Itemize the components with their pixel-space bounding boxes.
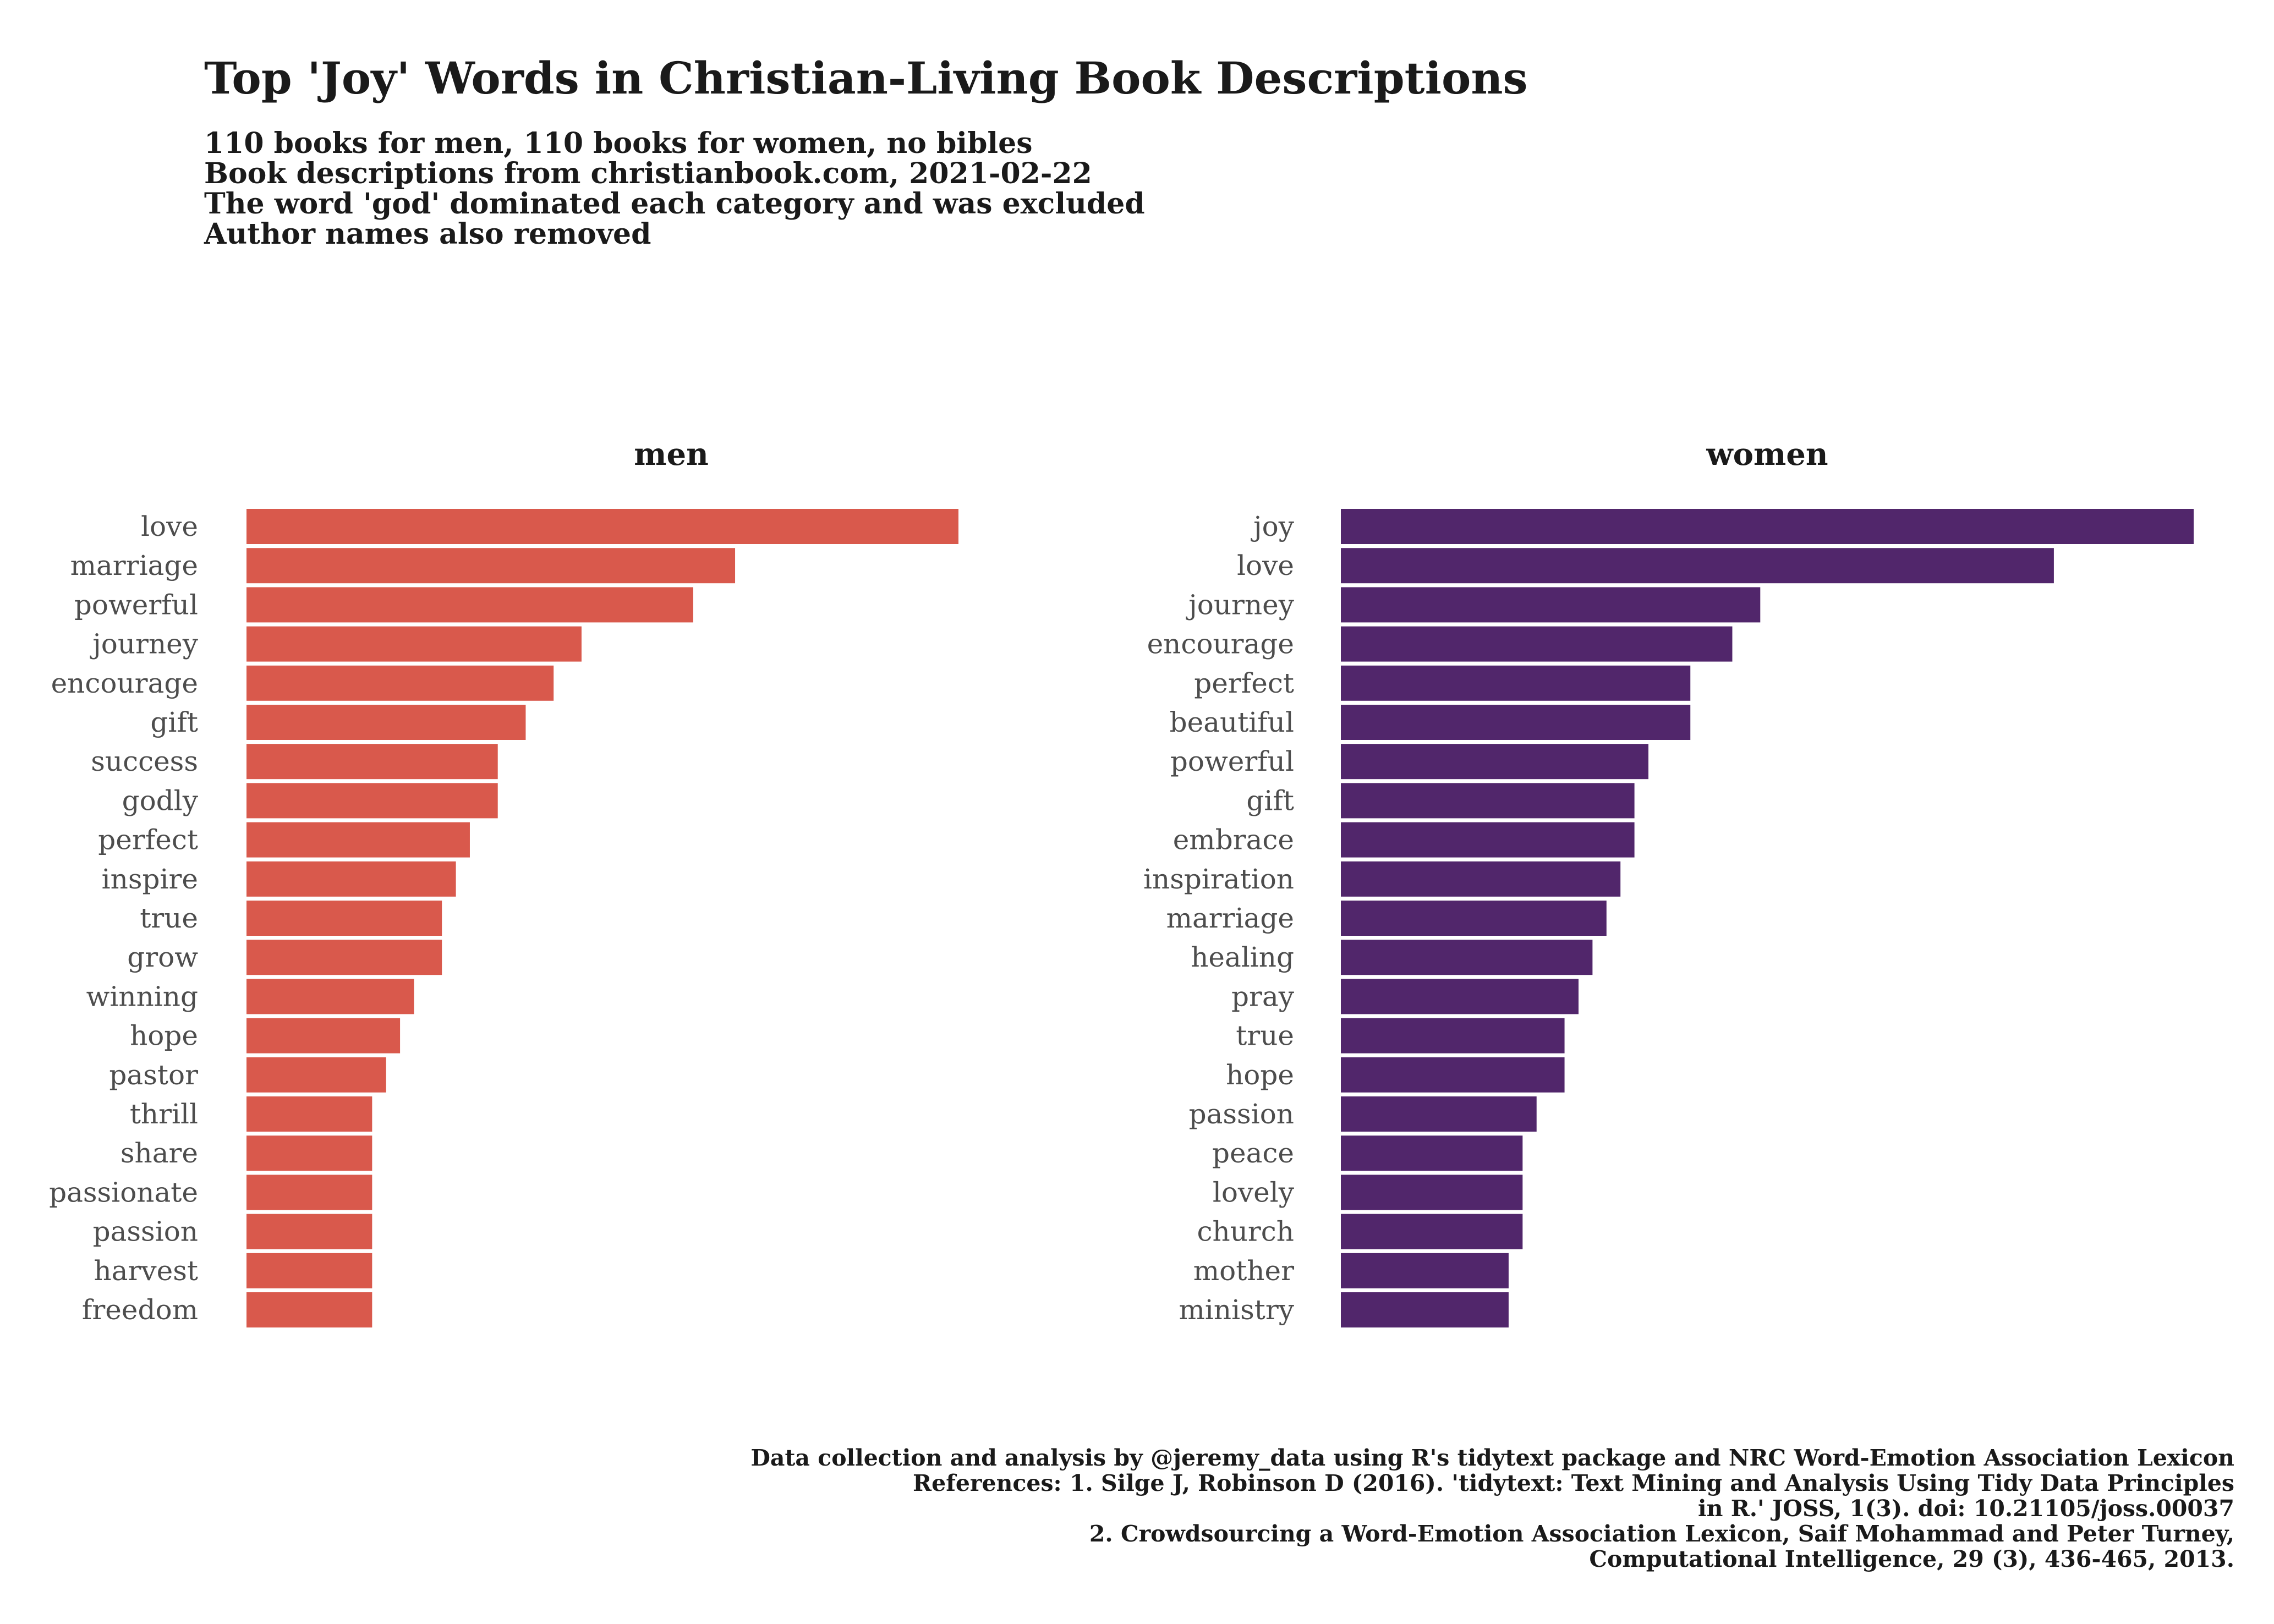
tick-label: beautiful [1170,706,1294,738]
bar-marriage [246,548,736,584]
tick-label: passion [1189,1098,1294,1130]
bar-joy [1341,509,2194,544]
tick-label: passionate [49,1176,198,1208]
bar-inspire [246,861,456,897]
bar-hope [1341,1057,1565,1093]
tick-label: winning [86,980,198,1012]
tick-label: true [140,902,198,934]
tick-label: joy [1251,511,1295,542]
bar-success [246,744,498,780]
tick-label: godly [122,784,199,816]
subtitle-line: Book descriptions from christianbook.com… [204,157,1092,190]
tick-label: lovely [1213,1176,1295,1208]
tick-label: hope [1226,1059,1294,1091]
tick-label: share [120,1137,198,1169]
panel-men: men love marriage powerful journey encourage g… [49,436,958,1327]
bar-gift [1341,783,1635,819]
panel-title: men [634,436,709,473]
tick-label: pastor [109,1059,198,1091]
subtitle-line: 110 books for men, 110 books for women, … [204,127,1033,160]
bar-passionate [246,1175,372,1210]
caption-line: Data collection and analysis by @jeremy_… [750,1445,2234,1471]
bar-journey [1341,587,1761,623]
tick-label: grow [127,941,198,973]
tick-label: freedom [82,1294,198,1326]
tick-label: passion [93,1216,198,1248]
tick-label: harvest [94,1255,198,1287]
tick-label: ministry [1179,1294,1295,1326]
bar-pray [1341,979,1579,1014]
bar-journey [246,626,582,662]
tick-label: perfect [1194,667,1294,699]
tick-label: true [1236,1020,1294,1052]
tick-label: marriage [70,550,198,581]
tick-label: pray [1231,980,1295,1012]
bar-hope [246,1018,401,1054]
tick-label: love [141,511,198,542]
tick-label: love [1237,550,1294,581]
tick-label: mother [1193,1255,1294,1287]
bar-love [246,509,958,544]
tick-label: powerful [74,589,198,621]
tick-label: church [1197,1216,1294,1248]
caption-line: 2. Crowdsourcing a Word-Emotion Associat… [1089,1521,2234,1547]
bar-passion [1341,1096,1537,1132]
bar-inspiration [1341,861,1621,897]
bar-true [1341,1018,1565,1054]
subtitle-line: Author names also removed [204,217,651,251]
caption-line: Computational Intelligence, 29 (3), 436-… [1589,1546,2234,1572]
tick-label: thrill [130,1098,198,1130]
tick-label: hope [130,1020,198,1052]
bar-church [1341,1214,1523,1249]
bar-healing [1341,940,1593,975]
tick-label: healing [1191,941,1294,973]
subtitle-line: The word 'god' dominated each category a… [204,187,1145,221]
bar-peace [1341,1135,1523,1171]
bar-marriage [1341,901,1607,936]
tick-label: peace [1212,1137,1294,1169]
bar-embrace [1341,822,1635,858]
bar-mother [1341,1253,1509,1288]
tick-label: powerful [1170,745,1294,777]
bar-powerful [1341,744,1649,780]
bar-gift [246,705,526,740]
bar-love [1341,548,2054,584]
bar-passion [246,1214,372,1249]
bar-grow [246,940,442,975]
tick-label: journey [1186,589,1295,621]
bar-ministry [1341,1292,1509,1327]
tick-label: embrace [1173,824,1294,856]
bar-thrill [246,1096,372,1132]
caption-line: References: 1. Silge J, Robinson D (2016… [913,1470,2234,1496]
tick-label: encourage [1147,628,1294,660]
bar-encourage [1341,626,1733,662]
bar-freedom [246,1292,372,1327]
caption-line: in R.' JOSS, 1(3). doi: 10.21105/joss.00… [1698,1495,2234,1522]
tick-label: gift [150,706,198,738]
bar-perfect [1341,665,1691,701]
bar-encourage [246,665,554,701]
tick-label: encourage [51,667,198,699]
bar-godly [246,783,498,819]
tick-label: success [91,745,198,777]
bar-share [246,1135,372,1171]
panel-women: women joy love journey encourage perfect beaut… [1143,436,2194,1327]
bar-winning [246,979,414,1014]
bar-lovely [1341,1175,1523,1210]
tick-label: inspiration [1143,863,1294,895]
bar-pastor [246,1057,386,1093]
bar-true [246,901,442,936]
bar-beautiful [1341,705,1691,740]
bar-perfect [246,822,470,858]
tick-label: inspire [102,863,198,895]
tick-label: gift [1246,784,1294,816]
bar-harvest [246,1253,372,1288]
chart-title: Top 'Joy' Words in Christian-Living Book… [204,52,1528,104]
panel-title: women [1706,436,1828,473]
tick-label: perfect [98,824,198,856]
tick-label: journey [90,628,199,660]
bar-powerful [246,587,693,623]
tick-label: marriage [1166,902,1294,934]
